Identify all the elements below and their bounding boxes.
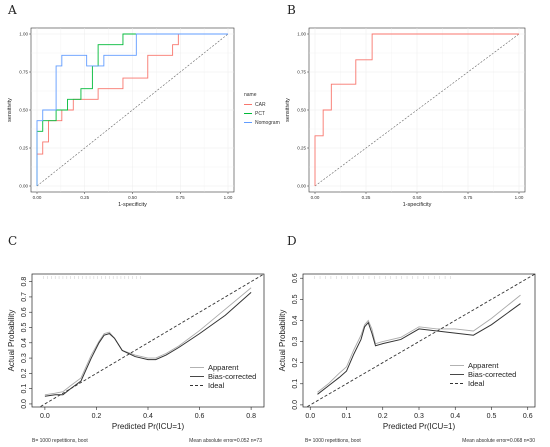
y-tick-label: 0.0 bbox=[21, 399, 28, 409]
y-tick-label: 1.00 bbox=[297, 32, 306, 37]
y-tick-label: 0.00 bbox=[19, 184, 28, 189]
roc-curve-nomogram bbox=[36, 33, 228, 186]
x-tick-label: 0.50 bbox=[413, 195, 422, 200]
calibration-plot-d: 0.0 0.1 0.2 0.3 0.4 0.5 0.6 0.0 0.1 0.2 0.3 0.4 0.5 0… bbox=[278, 273, 536, 444]
legend-label: Apparent bbox=[468, 361, 499, 370]
footer-right: Mean absolute error=0.068 n=30 bbox=[462, 438, 535, 444]
y-tick-label: 0.3 bbox=[21, 353, 28, 363]
y-tick-label: 0.1 bbox=[292, 379, 299, 389]
y-tick-label: 0.50 bbox=[297, 108, 306, 113]
y-tick-label: 0.25 bbox=[297, 146, 306, 151]
y-tick-label: 0.6 bbox=[21, 307, 28, 317]
y-tick-label: 0.7 bbox=[21, 292, 28, 302]
x-tick-label: 0.4 bbox=[143, 413, 153, 420]
x-tick-label: 0.5 bbox=[487, 413, 497, 420]
footer-left: B= 1000 repetitions, boot bbox=[32, 438, 88, 444]
y-tick-label: 0.5 bbox=[21, 323, 28, 333]
y-tick-label: 0.3 bbox=[292, 337, 299, 347]
legend-label: Ideal bbox=[468, 379, 485, 388]
legend-label: PCT bbox=[255, 111, 265, 117]
x-axis-label: Predicted Pr(ICU=1) bbox=[112, 422, 185, 431]
y-tick-label: 0.2 bbox=[292, 358, 299, 368]
x-tick-label: 0.25 bbox=[80, 195, 89, 200]
y-tick-label: 0.25 bbox=[19, 146, 28, 151]
y-tick-label: 0.75 bbox=[297, 70, 306, 75]
panel-letter-a: A bbox=[7, 3, 17, 17]
x-axis-label: Predicted Pr(ICU=1) bbox=[383, 422, 456, 431]
x-tick-label: 0.2 bbox=[378, 413, 388, 420]
x-tick-label: 0.25 bbox=[362, 195, 371, 200]
x-tick-label: 0.0 bbox=[40, 413, 50, 420]
x-tick-label: 0.4 bbox=[450, 413, 460, 420]
x-tick-label: 0.2 bbox=[92, 413, 102, 420]
x-tick-label: 0.00 bbox=[311, 195, 320, 200]
legend-label: Apparent bbox=[208, 363, 239, 372]
y-axis-label: sensitivity bbox=[285, 98, 291, 122]
x-tick-label: 0.6 bbox=[523, 413, 533, 420]
y-tick-label: 0.1 bbox=[21, 384, 28, 394]
legend-label: Bias-corrected bbox=[208, 372, 256, 381]
legend-label: Bias-corrected bbox=[468, 370, 516, 379]
x-tick-label: 1.00 bbox=[224, 195, 233, 200]
x-tick-label: 0.8 bbox=[246, 413, 256, 420]
y-axis-label: sensitivity bbox=[7, 98, 13, 122]
y-tick-label: 0.0 bbox=[292, 400, 299, 410]
x-axis-label: 1-specificity bbox=[118, 202, 147, 208]
y-axis-label: Actual Probability bbox=[7, 310, 16, 372]
plot-frame bbox=[302, 273, 536, 408]
panel-letter-c: C bbox=[8, 234, 17, 248]
y-tick-label: 0.75 bbox=[19, 70, 28, 75]
reference-diagonal bbox=[314, 33, 520, 187]
panel-letter-d: D bbox=[287, 234, 297, 248]
calibration-line-bias-corrected bbox=[317, 303, 521, 395]
calibration-line-ideal bbox=[38, 274, 264, 407]
roc-plot-b: 0.00 0.25 0.50 0.75 1.00 0.00 0.25 0.50 0.75 1.00… bbox=[285, 27, 526, 208]
x-tick-label: 0.1 bbox=[342, 413, 352, 420]
y-tick-label: 0.00 bbox=[297, 184, 306, 189]
x-tick-label: 0.75 bbox=[464, 195, 473, 200]
panel-letter-b: B bbox=[287, 3, 296, 17]
plot-frame bbox=[31, 273, 265, 408]
y-axis-label: Actual Probability bbox=[278, 310, 287, 372]
x-tick-label: 0.75 bbox=[176, 195, 185, 200]
y-tick-label: 0.4 bbox=[21, 338, 28, 348]
legend-title: name bbox=[244, 92, 257, 98]
calibration-line-apparent bbox=[317, 294, 521, 393]
calibration-plot-c: 0.0 0.2 0.4 0.6 0.8 0.0 0.1 0.2 0.3 0.4 0.5 0.6 0.7 0… bbox=[7, 273, 265, 444]
y-tick-label: 0.8 bbox=[21, 277, 28, 287]
y-tick-label: 0.5 bbox=[292, 294, 299, 304]
roc-curve-series bbox=[314, 33, 519, 186]
calibration-line-bias-corrected bbox=[44, 291, 252, 397]
x-tick-label: 0.3 bbox=[414, 413, 424, 420]
y-tick-label: 0.4 bbox=[292, 315, 299, 325]
x-tick-label: 0.50 bbox=[128, 195, 137, 200]
legend-label: Nomogram bbox=[255, 120, 280, 126]
y-tick-label: 0.50 bbox=[19, 108, 28, 113]
roc-curve-car bbox=[36, 33, 228, 186]
footer-left: B= 1000 repetitions, boot bbox=[305, 438, 361, 444]
legend-label: Ideal bbox=[208, 381, 225, 390]
x-axis-label: 1-specificity bbox=[403, 202, 432, 208]
x-tick-label: 0.6 bbox=[195, 413, 205, 420]
x-tick-label: 0.00 bbox=[33, 195, 42, 200]
calibration-line-ideal bbox=[305, 274, 535, 407]
y-tick-label: 0.6 bbox=[292, 273, 299, 283]
x-tick-label: 0.0 bbox=[305, 413, 315, 420]
y-tick-label: 1.00 bbox=[19, 32, 28, 37]
roc-plot-a: 0.00 0.25 0.50 0.75 1.00 0.00 0.25 0.50 0.75 1.00… bbox=[7, 27, 280, 208]
footer-right: Mean absolute error=0.052 n=73 bbox=[189, 438, 262, 444]
y-tick-label: 0.2 bbox=[21, 368, 28, 378]
x-tick-label: 1.00 bbox=[515, 195, 524, 200]
legend-label: CAR bbox=[255, 102, 266, 108]
roc-curve-pct bbox=[36, 33, 228, 186]
reference-diagonal bbox=[36, 33, 229, 187]
